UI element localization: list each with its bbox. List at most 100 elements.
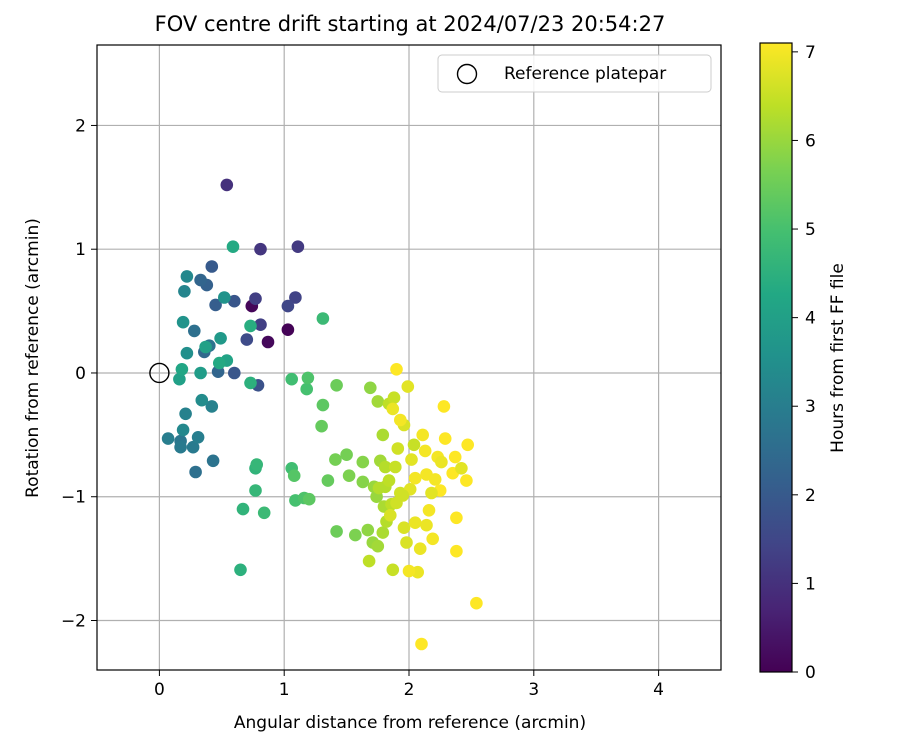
data-point	[371, 395, 385, 408]
data-point	[389, 460, 402, 474]
data-point	[194, 366, 207, 380]
colorbar-tick-label: 0	[805, 663, 816, 683]
data-point	[321, 474, 335, 487]
data-point	[356, 475, 370, 489]
data-point	[300, 382, 314, 396]
data-point	[180, 346, 194, 360]
data-point	[289, 291, 302, 304]
axes: 0 1 2 3 4 −2 −1 0 1 2	[61, 44, 722, 700]
data-point	[315, 419, 328, 433]
data-point	[396, 489, 410, 502]
data-point	[450, 511, 463, 525]
data-point	[302, 492, 316, 506]
data-point	[301, 371, 315, 385]
data-point	[218, 291, 231, 304]
colorbar-tick-label: 1	[805, 574, 816, 594]
data-point	[342, 469, 356, 483]
data-point	[408, 471, 422, 485]
y-tick-label: 2	[75, 116, 86, 136]
data-point	[425, 486, 438, 500]
data-point	[362, 554, 376, 568]
data-point	[220, 178, 234, 192]
data-point	[205, 260, 219, 273]
grid	[97, 45, 721, 670]
data-point	[361, 523, 375, 537]
data-point	[384, 509, 397, 522]
x-tick-label: 1	[279, 680, 290, 700]
data-point	[371, 539, 385, 553]
data-point	[234, 563, 247, 577]
data-point	[254, 318, 267, 332]
data-point	[400, 536, 413, 549]
data-point	[390, 363, 403, 376]
data-point	[428, 473, 442, 486]
data-point	[214, 332, 227, 345]
data-point	[461, 438, 475, 452]
x-tick-label: 3	[528, 680, 539, 700]
data-point	[180, 270, 194, 283]
colorbar-tick-label: 5	[805, 220, 816, 240]
y-tick-label: 0	[75, 364, 86, 384]
data-point	[415, 637, 428, 651]
data-point	[435, 455, 448, 469]
data-point	[386, 402, 400, 416]
data-point	[401, 380, 415, 393]
data-point	[249, 292, 262, 306]
data-point	[437, 400, 451, 413]
colorbar-gradient	[759, 42, 793, 673]
data-point	[376, 428, 390, 442]
data-point	[249, 484, 262, 497]
colorbar-tick-label: 6	[805, 131, 816, 151]
y-axis-label: Rotation from reference (arcmin)	[23, 218, 43, 498]
x-tick-label: 0	[154, 680, 165, 700]
data-point	[416, 428, 430, 442]
data-point	[173, 372, 186, 386]
data-point	[240, 333, 254, 346]
data-point	[340, 448, 353, 462]
data-points	[149, 178, 483, 651]
data-point	[356, 455, 370, 469]
data-point	[281, 323, 295, 337]
y-tick-label: −1	[61, 488, 86, 508]
reference-point-marker	[149, 362, 170, 384]
data-point	[205, 400, 219, 413]
colorbar-label: Hours from first FF file	[828, 263, 848, 453]
legend-entry: Reference platepar	[504, 64, 666, 84]
data-point	[176, 423, 190, 437]
data-point	[250, 458, 263, 471]
colorbar-tick-label: 2	[805, 486, 816, 506]
data-point	[194, 273, 207, 287]
data-point	[191, 431, 205, 444]
data-point	[438, 432, 452, 445]
data-point	[189, 465, 202, 479]
data-point	[426, 532, 440, 546]
data-point	[178, 285, 191, 298]
data-point	[448, 450, 462, 464]
data-point	[364, 381, 377, 395]
data-point	[261, 335, 275, 349]
x-tick-label: 2	[404, 680, 415, 700]
data-point	[460, 474, 473, 487]
data-point	[450, 544, 463, 558]
data-point	[244, 319, 257, 333]
data-point	[413, 542, 427, 555]
data-point	[349, 528, 362, 542]
data-point	[420, 518, 433, 532]
data-point	[254, 242, 267, 256]
data-point	[285, 372, 299, 386]
y-tick-label: −2	[61, 611, 86, 631]
data-point	[244, 376, 257, 390]
colorbar: 0 1 2 3 4 5 6 7	[759, 42, 816, 683]
legend-marker	[456, 63, 478, 85]
data-point	[209, 298, 222, 312]
data-point	[379, 460, 392, 474]
legend-box	[437, 54, 712, 93]
data-point	[179, 407, 192, 421]
data-point	[394, 413, 407, 427]
data-point	[175, 363, 189, 376]
y-tick-label: 1	[75, 240, 86, 260]
data-point	[287, 469, 301, 483]
data-point	[257, 506, 271, 520]
data-point	[376, 526, 390, 539]
